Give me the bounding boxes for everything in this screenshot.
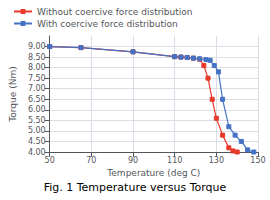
svg-text:7.50: 7.50 bbox=[28, 74, 46, 83]
svg-text:150: 150 bbox=[250, 156, 265, 165]
svg-text:50: 50 bbox=[45, 156, 55, 165]
svg-text:4.50: 4.50 bbox=[28, 137, 46, 146]
svg-text:9.00: 9.00 bbox=[28, 42, 46, 51]
svg-text:4.00: 4.00 bbox=[28, 148, 46, 157]
svg-text:8.50: 8.50 bbox=[28, 53, 46, 62]
svg-text:5.50: 5.50 bbox=[28, 116, 46, 125]
svg-text:6.50: 6.50 bbox=[28, 95, 46, 104]
svg-text:With coercive force distributi: With coercive force distribution bbox=[37, 19, 178, 29]
svg-text:130: 130 bbox=[209, 156, 224, 165]
svg-text:70: 70 bbox=[86, 156, 96, 165]
svg-text:Fig. 1 Temperature versus Torq: Fig. 1 Temperature versus Torque bbox=[44, 181, 227, 194]
svg-text:110: 110 bbox=[167, 156, 182, 165]
svg-text:6.00: 6.00 bbox=[28, 105, 46, 114]
svg-text:8.00: 8.00 bbox=[28, 63, 46, 72]
svg-text:Torque (Nm): Torque (Nm) bbox=[8, 66, 18, 122]
svg-text:Temperature (deg C): Temperature (deg C) bbox=[106, 168, 200, 178]
svg-text:90: 90 bbox=[128, 156, 138, 165]
svg-text:Without coercive force distrib: Without coercive force distribution bbox=[37, 7, 193, 17]
svg-text:7.00: 7.00 bbox=[28, 84, 46, 93]
svg-text:5.00: 5.00 bbox=[28, 126, 46, 135]
